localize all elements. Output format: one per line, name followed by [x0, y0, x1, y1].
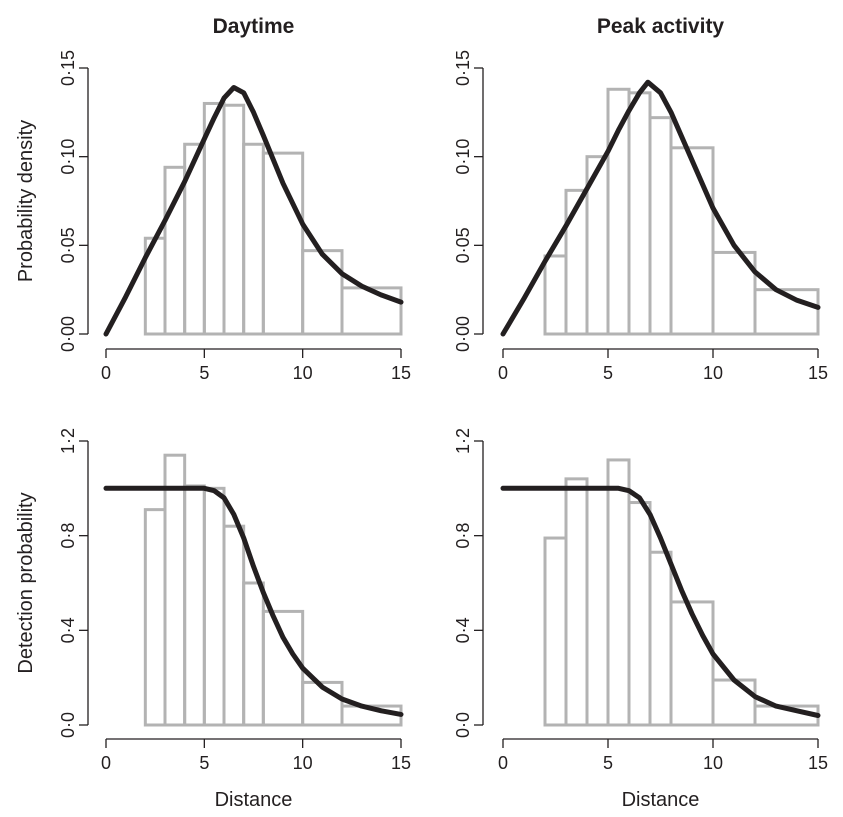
- histogram-bar: [143, 508, 167, 727]
- x-tick-label: 0: [101, 363, 111, 383]
- y-tick-label: 0·00: [58, 316, 78, 352]
- histogram-bar: [606, 458, 631, 727]
- x-tick-label: 15: [808, 753, 828, 773]
- y-tick-label: 0·4: [58, 617, 78, 643]
- x-tick-label: 0: [498, 753, 508, 773]
- histogram-bar: [261, 151, 305, 336]
- histogram-bar: [222, 524, 246, 727]
- x-tick-label: 15: [391, 363, 411, 383]
- histogram-bar: [183, 484, 206, 727]
- histogram-bar: [222, 103, 246, 336]
- y-axis-label: Probability density: [15, 120, 37, 282]
- histogram-bar: [261, 609, 305, 727]
- histogram-bar: [669, 146, 715, 336]
- y-tick-label: 0·10: [58, 139, 78, 175]
- y-tick-label: 0·00: [453, 316, 473, 352]
- y-tick-label: 1·2: [58, 428, 78, 454]
- y-axis-label: Detection probability: [15, 492, 37, 673]
- x-tick-label: 10: [293, 363, 313, 383]
- histogram-bar: [202, 486, 226, 727]
- y-tick-label: 0·0: [453, 712, 473, 738]
- chart-panel-3: 0·0 0·4 0·8 1·2 0 5 10 15 Detection probability D…: [15, 428, 411, 811]
- x-tick-label: 15: [808, 363, 828, 383]
- histogram-bar: [564, 477, 589, 727]
- x-tick-label: 10: [293, 753, 313, 773]
- x-tick-label: 0: [101, 753, 111, 773]
- x-tick-label: 0: [498, 363, 508, 383]
- y-tick-label: 0·15: [58, 50, 78, 86]
- histogram-bar: [711, 678, 757, 727]
- fitted-curve: [500, 79, 821, 337]
- x-tick-label: 5: [199, 753, 209, 773]
- histogram-bar: [627, 501, 652, 727]
- histogram-bar: [648, 550, 673, 727]
- histogram-bar: [627, 91, 652, 336]
- y-tick-label: 0·0: [58, 712, 78, 738]
- panel-title: Daytime: [213, 15, 295, 38]
- histogram-bar: [301, 680, 344, 727]
- x-tick-label: 10: [703, 363, 723, 383]
- histogram-bar: [669, 600, 715, 727]
- y-tick-label: 0·15: [453, 50, 473, 86]
- x-tick-label: 5: [603, 363, 613, 383]
- fitted-curve: [103, 85, 404, 337]
- chart-panel-4: 0·0 0·4 0·8 1·2 0 5 10 15 Distance: [453, 428, 828, 811]
- histogram-bar: [543, 536, 568, 727]
- x-tick-label: 15: [391, 753, 411, 773]
- x-axis-label: Distance: [622, 789, 700, 811]
- histogram-bar: [242, 142, 265, 336]
- histogram-bar: [753, 288, 820, 336]
- y-tick-label: 0·4: [453, 617, 473, 643]
- histogram-bar: [340, 286, 403, 336]
- y-tick-label: 0·8: [58, 523, 78, 549]
- y-tick-label: 0·05: [58, 227, 78, 263]
- chart-panel-2: Peak activity 0·00 0·05 0·10 0·15 0 5 10 15: [453, 15, 828, 383]
- y-tick-label: 0·05: [453, 227, 473, 263]
- histogram-bar: [543, 254, 568, 336]
- histogram-bar: [648, 116, 673, 336]
- x-tick-label: 5: [603, 753, 613, 773]
- x-tick-label: 10: [703, 753, 723, 773]
- histogram-bar: [163, 453, 187, 727]
- chart-panel-1: Daytime 0·00 0·05 0·10 0·15 0 5 10 15 Probability…: [15, 15, 411, 383]
- x-axis-label: Distance: [215, 789, 293, 811]
- panel-title: Peak activity: [597, 15, 725, 38]
- y-tick-label: 1·2: [453, 428, 473, 454]
- y-tick-label: 0·10: [453, 139, 473, 175]
- histogram-bar: [585, 486, 610, 727]
- fitted-curve: [103, 485, 404, 717]
- histogram-bar: [301, 249, 344, 336]
- fitted-curve: [500, 485, 821, 718]
- histogram-bar: [242, 581, 265, 727]
- y-tick-label: 0·8: [453, 523, 473, 549]
- x-tick-label: 5: [199, 363, 209, 383]
